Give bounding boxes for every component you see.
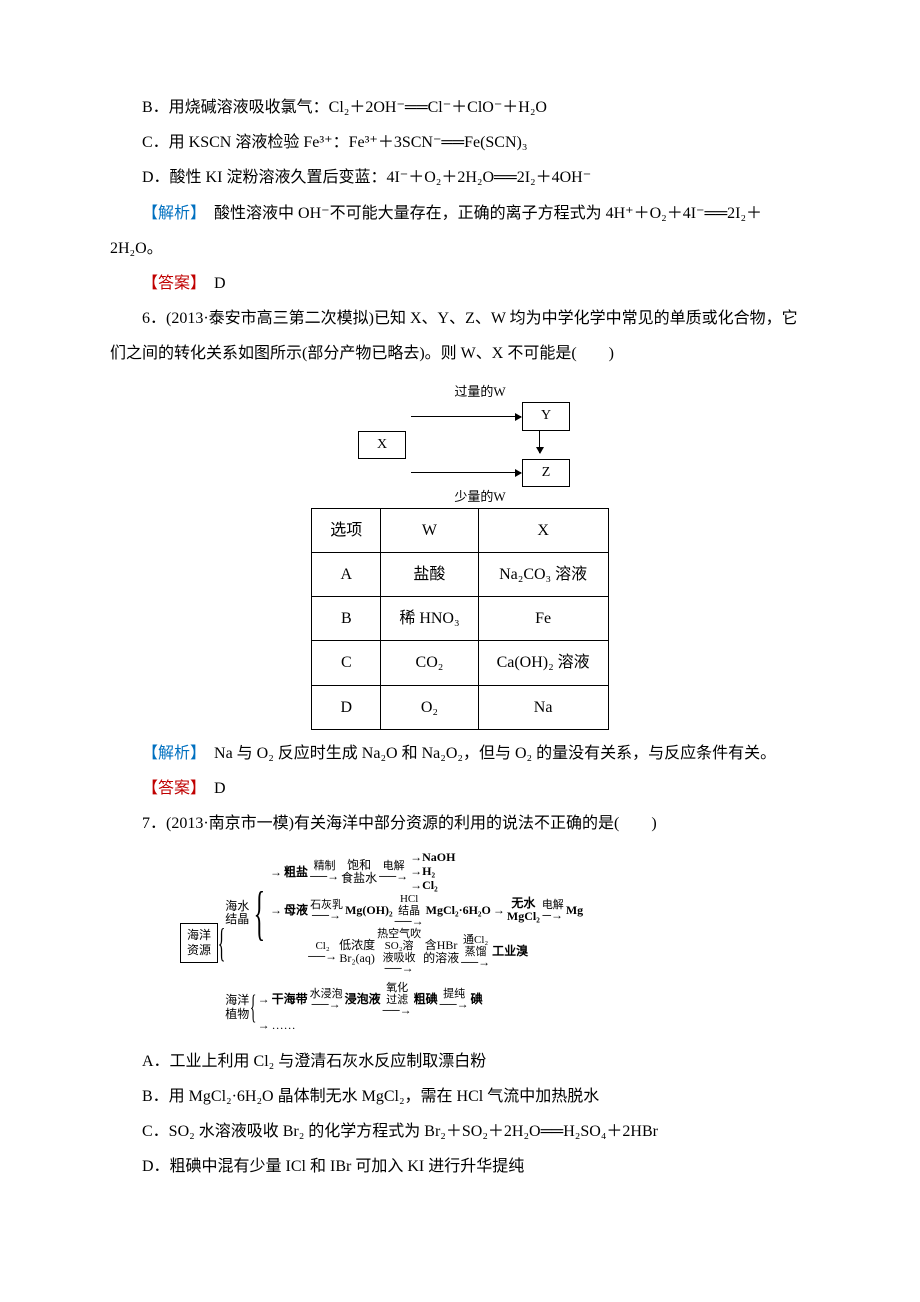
q6-answer: 【答案】 D [110, 771, 810, 806]
table-header: W [381, 508, 478, 552]
flow-node: …… [272, 1017, 296, 1034]
q5-option-d: D．酸性 KI 淀粉溶液久置后变蓝：4I⁻＋O₂＋2H₂O══2I₂＋4OH⁻ [110, 160, 810, 195]
q7-option-c: C．SO₂ 水溶液吸收 Br₂ 的化学方程式为 Br₂＋SO₂＋2H₂O══H₂… [110, 1114, 810, 1149]
table-header-row: 选项 W X [312, 508, 608, 552]
q5-analysis: 【解析】 酸性溶液中 OH⁻不可能大量存在，正确的离子方程式为 4H⁺＋O₂＋4… [110, 196, 810, 266]
table-row: C CO₂ Ca(OH)₂ 溶液 [312, 641, 608, 685]
q6-answer-text: D [198, 780, 226, 797]
q7-stem: 7．(2013·南京市一模)有关海洋中部分资源的利用的说法不正确的是( ) [110, 806, 810, 841]
analysis-label: 【解析】 [142, 745, 198, 762]
analysis-label: 【解析】 [142, 205, 198, 222]
q6-table: 选项 W X A 盐酸 Na₂CO₃ 溶液 B 稀 HNO₃ Fe C CO₂ … [311, 508, 608, 730]
q7-option-a: A．工业上利用 Cl₂ 与澄清石灰水反应制取漂白粉 [110, 1044, 810, 1079]
flow-node: 碘 [471, 991, 483, 1008]
answer-label: 【答案】 [142, 275, 198, 292]
q5-answer-text: D [198, 275, 226, 292]
diagram-bottom-label: 少量的W [370, 487, 590, 508]
q5-analysis-text: 酸性溶液中 OH⁻不可能大量存在，正确的离子方程式为 4H⁺＋O₂＋4I⁻══2… [110, 205, 762, 257]
diagram-top-label: 过量的W [370, 382, 590, 403]
flow-root: 海洋资源 [180, 923, 218, 963]
table-row: A 盐酸 Na₂CO₃ 溶液 [312, 553, 608, 597]
flow-node: 粗盐 [284, 864, 308, 881]
q7-flow-diagram: 海洋资源 { 海水结晶 { → 粗盐 精制──→ 饱和食盐水 电解──→ →Na… [180, 851, 740, 1033]
flow-branch-seawater: 海水结晶 [225, 900, 249, 926]
q6-analysis-text: Na 与 O₂ 反应时生成 Na₂O 和 Na₂O₂，但与 O₂ 的量没有关系，… [198, 745, 776, 762]
diagram-node-y: Y [522, 402, 570, 430]
answer-label: 【答案】 [142, 780, 198, 797]
flow-node: 饱和食盐水 [341, 859, 377, 885]
flow-node: 粗碘 [414, 991, 438, 1008]
q6-stem: 6．(2013·泰安市高三第二次模拟)已知 X、Y、Z、W 均为中学化学中常见的… [110, 301, 810, 371]
flow-node: Mg(OH)₂ [345, 902, 393, 919]
flow-node: 母液 [284, 902, 308, 919]
q6-diagram: 过量的W Y X Z 少量的W [330, 382, 590, 508]
q5-option-c: C．用 KSCN 溶液检验 Fe³⁺：Fe³⁺＋3SCN⁻══Fe(SCN)₃ [110, 125, 810, 160]
q6-analysis: 【解析】 Na 与 O₂ 反应时生成 Na₂O 和 Na₂O₂，但与 O₂ 的量… [110, 736, 810, 771]
flow-node: 工业溴 [492, 943, 528, 960]
q7-option-d: D．粗碘中混有少量 ICl 和 IBr 可加入 KI 进行升华提纯 [110, 1149, 810, 1184]
q7-option-b: B．用 MgCl₂·6H₂O 晶体制无水 MgCl₂，需在 HCl 气流中加热脱… [110, 1079, 810, 1114]
table-header: 选项 [312, 508, 381, 552]
table-row: D O₂ Na [312, 685, 608, 729]
flow-node: 干海带 [272, 991, 308, 1008]
q5-answer: 【答案】 D [110, 266, 810, 301]
flow-node: 含HBr的溶液 [423, 939, 459, 965]
flow-branch-seaplant: 海洋植物 [225, 994, 249, 1020]
flow-node: 低浓度Br₂(aq) [339, 939, 375, 965]
q5-option-b: B．用烧碱溶液吸收氯气：Cl₂＋2OH⁻══Cl⁻＋ClO⁻＋H₂O [110, 90, 810, 125]
flow-node: 浸泡液 [345, 991, 381, 1008]
flow-node: MgCl₂·6H₂O [426, 902, 491, 919]
table-header: X [478, 508, 608, 552]
flow-node: Mg [566, 902, 583, 919]
diagram-node-x: X [358, 431, 406, 459]
table-row: B 稀 HNO₃ Fe [312, 597, 608, 641]
diagram-node-z: Z [522, 459, 570, 487]
